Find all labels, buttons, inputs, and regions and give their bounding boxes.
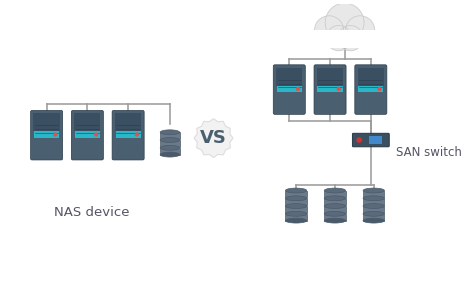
Bar [160, 148, 180, 155]
Ellipse shape [160, 152, 180, 157]
Ellipse shape [363, 211, 384, 216]
Bar [160, 132, 180, 139]
Bar [75, 132, 100, 138]
Bar [34, 132, 59, 138]
Circle shape [315, 16, 344, 45]
Circle shape [53, 132, 57, 137]
Bar [318, 86, 343, 92]
Bar [324, 198, 346, 205]
FancyBboxPatch shape [112, 110, 144, 160]
Bar [324, 190, 346, 197]
Bar [317, 68, 343, 86]
Ellipse shape [285, 204, 307, 209]
Ellipse shape [160, 130, 180, 135]
Ellipse shape [324, 188, 346, 193]
Circle shape [325, 3, 364, 42]
Circle shape [356, 137, 362, 143]
Ellipse shape [285, 218, 307, 223]
Text: NAS device: NAS device [55, 206, 130, 219]
Bar [363, 190, 384, 197]
Ellipse shape [160, 138, 180, 142]
Circle shape [346, 16, 375, 45]
Bar [363, 214, 384, 221]
Circle shape [94, 132, 98, 137]
Bar [324, 214, 346, 221]
Ellipse shape [363, 204, 384, 209]
Polygon shape [194, 119, 233, 158]
Text: VS: VS [200, 129, 227, 147]
Bar [363, 198, 384, 205]
Bar [285, 206, 307, 213]
Ellipse shape [324, 196, 346, 201]
FancyBboxPatch shape [355, 65, 387, 114]
Ellipse shape [324, 204, 346, 209]
Bar [277, 86, 302, 92]
Ellipse shape [363, 218, 384, 223]
Bar [358, 68, 384, 86]
Bar [276, 68, 302, 86]
Ellipse shape [285, 196, 307, 201]
Bar [369, 136, 383, 144]
Circle shape [377, 87, 382, 91]
Ellipse shape [285, 211, 307, 216]
Bar [285, 190, 307, 197]
Bar [324, 206, 346, 213]
Ellipse shape [363, 196, 384, 201]
Ellipse shape [324, 211, 346, 216]
Bar [115, 113, 141, 132]
FancyBboxPatch shape [273, 65, 305, 114]
Bar [285, 214, 307, 221]
Ellipse shape [285, 188, 307, 193]
Circle shape [135, 132, 139, 137]
Ellipse shape [324, 218, 346, 223]
Bar [160, 140, 180, 147]
Ellipse shape [160, 145, 180, 150]
Circle shape [326, 25, 351, 51]
Bar [363, 206, 384, 213]
FancyBboxPatch shape [352, 133, 389, 147]
Bar [285, 198, 307, 205]
Bar [74, 113, 100, 132]
Text: SAN switch: SAN switch [396, 146, 462, 159]
Bar [116, 132, 141, 138]
Bar [358, 86, 383, 92]
FancyBboxPatch shape [31, 110, 63, 160]
Circle shape [338, 25, 363, 51]
Circle shape [296, 87, 300, 91]
Circle shape [337, 87, 341, 91]
Bar [34, 113, 60, 132]
Ellipse shape [363, 188, 384, 193]
Bar [308, 30, 382, 48]
FancyBboxPatch shape [314, 65, 346, 114]
FancyBboxPatch shape [72, 110, 103, 160]
